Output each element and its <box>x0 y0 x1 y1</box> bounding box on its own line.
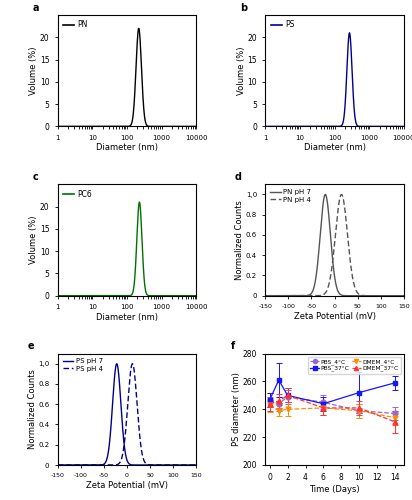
Y-axis label: PS diameter (nm): PS diameter (nm) <box>232 372 241 446</box>
Legend: PS pH 7, PS pH 4: PS pH 7, PS pH 4 <box>61 357 104 374</box>
X-axis label: Diameter (nm): Diameter (nm) <box>304 144 365 152</box>
X-axis label: Time (Days): Time (Days) <box>309 485 360 494</box>
Text: f: f <box>231 341 235 351</box>
Text: b: b <box>241 2 248 12</box>
Y-axis label: Volume (%): Volume (%) <box>237 46 246 95</box>
Text: e: e <box>27 341 34 351</box>
Legend: PN: PN <box>61 19 89 31</box>
Legend: PS: PS <box>269 19 296 31</box>
Text: a: a <box>33 2 39 12</box>
Text: c: c <box>33 172 38 182</box>
Y-axis label: Volume (%): Volume (%) <box>29 216 38 264</box>
Legend: PC6: PC6 <box>61 188 94 200</box>
Y-axis label: Volume (%): Volume (%) <box>29 46 38 95</box>
Y-axis label: Normalized Counts: Normalized Counts <box>28 370 37 449</box>
X-axis label: Zeta Potential (mV): Zeta Potential (mV) <box>86 481 168 490</box>
X-axis label: Diameter (nm): Diameter (nm) <box>96 144 158 152</box>
X-axis label: Diameter (nm): Diameter (nm) <box>96 313 158 322</box>
X-axis label: Zeta Potential (mV): Zeta Potential (mV) <box>293 312 376 321</box>
Text: d: d <box>235 172 242 182</box>
Y-axis label: Normalized Counts: Normalized Counts <box>235 200 244 280</box>
Legend: PBS_4°C, PBS_37°C, DMEM_4°C, DMEM_37°C: PBS_4°C, PBS_37°C, DMEM_4°C, DMEM_37°C <box>308 356 401 374</box>
Legend: PN pH 7, PN pH 4: PN pH 7, PN pH 4 <box>269 188 313 204</box>
